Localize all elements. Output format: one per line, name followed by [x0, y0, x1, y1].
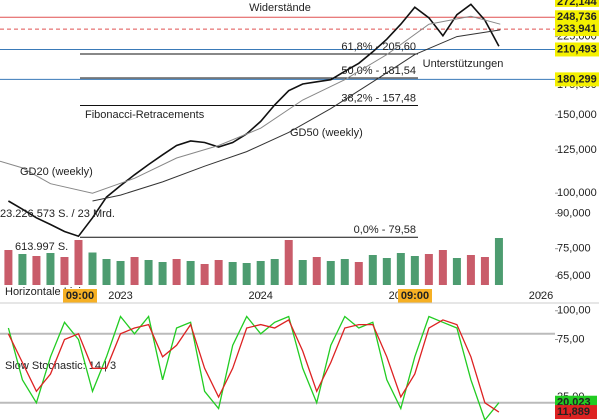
volume-bar: [340, 259, 349, 285]
y-tick-label: 100,00: [557, 305, 591, 317]
stoch-line: [7, 315, 500, 420]
volume-bar: [102, 259, 111, 285]
volume-bar: [228, 262, 237, 285]
volume-bar: [46, 253, 55, 285]
fib-title: Fibonacci-Retracements: [85, 109, 205, 121]
volume-bar: [158, 262, 167, 285]
x-tick-label: 2024: [248, 290, 272, 302]
volume-bar: [144, 260, 153, 285]
volume-bar: [494, 238, 503, 285]
volume-bar: [242, 263, 251, 285]
volume-bar: [284, 240, 293, 285]
crosshair-bg: [398, 289, 432, 303]
volume-bar: [74, 240, 83, 285]
y-tick-label: 75,000: [557, 243, 591, 255]
fib-label: 0,0% - 79,58: [354, 224, 416, 236]
resistance-label: Widerstände: [249, 2, 311, 14]
volume-bar: [396, 253, 405, 285]
volume-bar: [60, 257, 69, 285]
volume-bar: [32, 256, 41, 285]
volume-bar: [410, 256, 419, 285]
volume-bar: [438, 250, 447, 285]
volume-bar: [452, 258, 461, 285]
volume-bar: [298, 260, 307, 285]
volume-bar: [354, 262, 363, 285]
level-label: 180,299: [557, 73, 597, 85]
y-tick-label: 150,000: [557, 109, 597, 121]
y-tick-label: 75,00: [557, 333, 585, 345]
volume-bar: [88, 252, 97, 285]
series-label: GD20 (weekly): [20, 166, 93, 178]
price-line: [7, 3, 500, 238]
last-value-label: 11,889: [557, 406, 590, 418]
y-tick-label: 125,000: [557, 144, 597, 156]
volume-bar: [18, 254, 27, 285]
last-price: 272,144: [557, 0, 598, 8]
volume-bar: [326, 261, 335, 285]
level-label-bg: [555, 42, 599, 57]
crosshair-label: 09:00: [66, 290, 94, 302]
last-value-bg: [555, 405, 597, 420]
volume-bar: [214, 260, 223, 285]
level-label: 248,736: [557, 11, 597, 23]
volume-bar: [424, 254, 433, 285]
volume-bar: [130, 257, 139, 285]
level-label-bg: [555, 10, 599, 25]
support-label: Unterstützungen: [423, 58, 504, 70]
level-label-bg: [555, 22, 599, 37]
y-tick-label: 65,000: [557, 270, 591, 282]
volume-bar: [4, 250, 13, 285]
x-tick-label: 2023: [108, 290, 132, 302]
crosshair-bg: [63, 289, 97, 303]
price-line: [0, 15, 501, 194]
volume-bar: [172, 259, 181, 285]
volume-bar: [368, 255, 377, 285]
stoch-line: [7, 318, 500, 413]
annotation: 613.997 S.: [15, 241, 68, 253]
volume-bar: [186, 261, 195, 285]
volume-bar: [116, 261, 125, 285]
level-label-bg: [555, 72, 599, 87]
crosshair-label: 09:00: [401, 290, 429, 302]
volume-bar: [270, 259, 279, 285]
volume-bar: [382, 258, 391, 285]
level-label: 233,941: [557, 23, 597, 35]
series-label: GD50 (weekly): [290, 127, 363, 139]
volume-bar: [312, 257, 321, 285]
y-tick-label: 90,000: [557, 207, 591, 219]
fib-label: 38,2% - 157,48: [341, 92, 416, 104]
volume-bar: [480, 257, 489, 285]
y-tick-label: 100,000: [557, 187, 597, 199]
stoch-title: Slow Stochastic: 14 | 3: [5, 360, 116, 372]
annotation: 23.226.573 S. / 23 Mrd.: [0, 208, 115, 220]
level-label: 210,493: [557, 43, 597, 55]
volume-bar: [200, 264, 209, 285]
fib-label: 50,0% - 181,54: [341, 65, 416, 77]
last-price-bg: [555, 0, 599, 7]
x-tick-label: 2026: [529, 290, 553, 302]
volume-bar: [256, 261, 265, 285]
volume-bar: [466, 255, 475, 285]
price-line: [92, 29, 501, 202]
